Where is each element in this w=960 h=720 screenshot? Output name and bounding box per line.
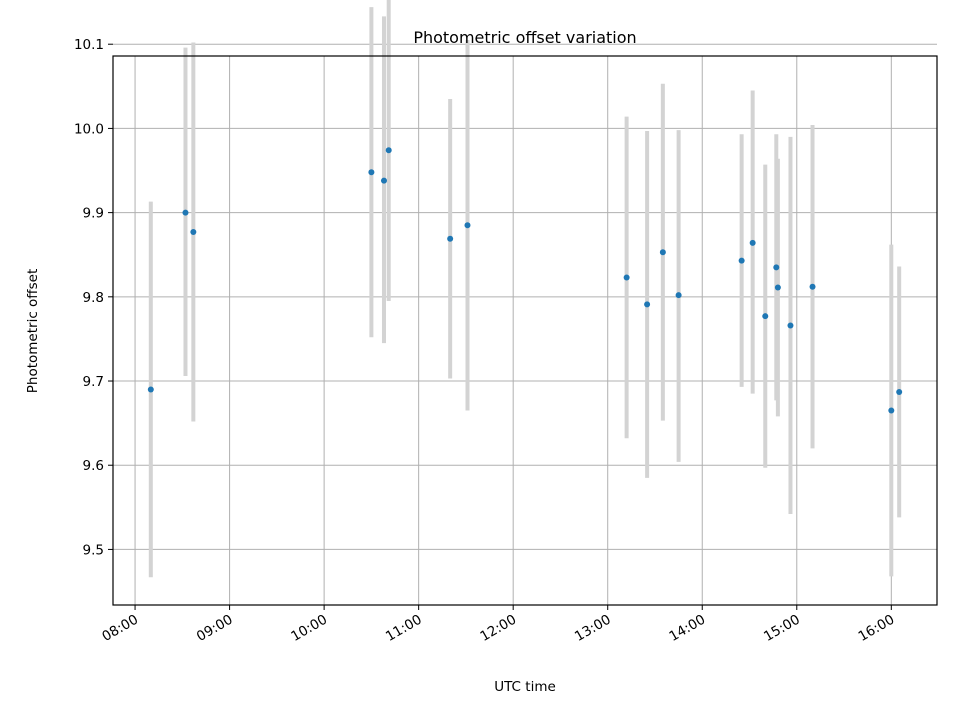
- data-point: [368, 169, 375, 176]
- data-point: [190, 228, 197, 235]
- grid-lines: [113, 43, 937, 605]
- plot-frame: [112, 55, 938, 606]
- data-point: [659, 249, 666, 256]
- y-tick-label: 10.0: [74, 121, 104, 137]
- data-points: [147, 147, 903, 414]
- y-tick-label: 9.9: [83, 206, 104, 222]
- y-axis-label: Photometric offset: [25, 269, 41, 393]
- data-point: [749, 239, 756, 246]
- data-point: [774, 284, 781, 291]
- data-point: [675, 292, 682, 299]
- data-point: [147, 386, 154, 393]
- x-tick-label: 11:00: [383, 612, 425, 645]
- y-tick-label: 9.8: [83, 290, 104, 306]
- data-point: [464, 222, 471, 229]
- x-tick-label: 09:00: [194, 612, 236, 645]
- data-point: [787, 322, 794, 329]
- x-tick-label: 10:00: [288, 612, 330, 645]
- data-point: [809, 283, 816, 290]
- x-axis-label: UTC time: [494, 679, 556, 695]
- data-point: [888, 407, 895, 414]
- data-point: [380, 177, 387, 184]
- data-point: [896, 388, 903, 395]
- data-point: [182, 209, 189, 216]
- data-point: [385, 147, 392, 154]
- x-tick-label: 14:00: [667, 612, 709, 645]
- y-tick-label: 9.6: [83, 458, 104, 474]
- x-tick-label: 08:00: [99, 612, 141, 645]
- x-tick-label: 12:00: [477, 612, 519, 645]
- x-tick-label: 15:00: [761, 612, 803, 645]
- y-tick-label: 10.1: [74, 37, 104, 53]
- data-point: [644, 301, 651, 308]
- error-bars: [148, 0, 902, 578]
- y-tick-label: 9.5: [83, 542, 104, 558]
- data-point: [773, 264, 780, 271]
- data-point: [623, 274, 630, 281]
- chart-title: Photometric offset variation: [413, 28, 636, 47]
- data-point: [447, 235, 454, 242]
- data-point: [738, 257, 745, 264]
- x-tick-label: 16:00: [856, 612, 898, 645]
- data-point: [762, 313, 769, 320]
- x-tick-label: 13:00: [572, 612, 614, 645]
- y-tick-label: 9.7: [83, 374, 104, 390]
